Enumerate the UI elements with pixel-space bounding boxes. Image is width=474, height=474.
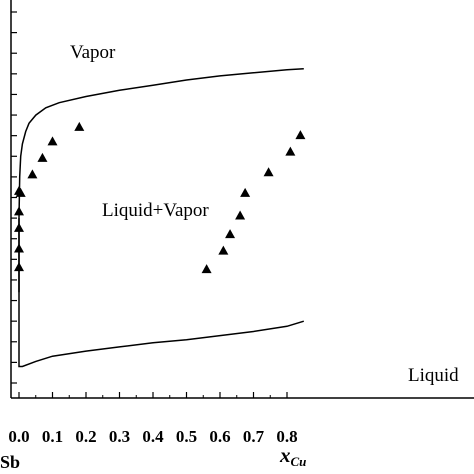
x-axis-label-main: x	[279, 443, 291, 467]
triangle-marker	[218, 245, 229, 255]
axes	[10, 0, 474, 399]
x-tick-label: 0.6	[209, 427, 230, 446]
triangle-marker	[285, 146, 296, 156]
x-ticks: 0.0 0.1 0.2 0.3 0.4 0.5 0.6 0.7 0.8	[8, 392, 298, 446]
x-tick-label: 0.3	[109, 427, 130, 446]
x-axis-label-subscript: Cu	[291, 454, 307, 469]
triangle-marker	[27, 169, 38, 179]
x-endpoint-label: Sb	[0, 452, 20, 472]
triangle-marker	[263, 167, 274, 177]
x-tick-label: 0.7	[243, 427, 265, 446]
region-label-liquid-vapor: Liquid+Vapor	[102, 200, 209, 221]
triangle-marker	[74, 121, 85, 131]
curves	[18, 67, 305, 368]
region-label-vapor: Vapor	[70, 42, 116, 63]
y-ticks	[11, 11, 17, 384]
x-tick-label: 0.0	[8, 427, 29, 446]
x-tick-label: 0.2	[75, 427, 96, 446]
triangle-marker	[14, 262, 24, 272]
region-label-liquid: Liquid	[408, 365, 459, 386]
triangle-marker	[15, 187, 26, 197]
triangle-marker	[225, 229, 236, 239]
triangle-marker	[240, 187, 251, 197]
x-tick-label: 0.1	[42, 427, 63, 446]
triangle-marker	[14, 206, 24, 216]
triangle-marker	[47, 136, 58, 146]
triangle-marker	[235, 210, 246, 220]
x-tick-label: 0.8	[276, 427, 297, 446]
triangle-marker	[14, 243, 24, 253]
markers	[14, 121, 306, 274]
x-tick-label: 0.5	[176, 427, 197, 446]
x-axis-label: xCu	[279, 443, 306, 469]
triangle-marker	[201, 264, 212, 274]
x-tick-label: 0.4	[142, 427, 164, 446]
upper-curve	[18, 67, 304, 293]
triangle-marker	[295, 130, 306, 140]
triangle-marker	[37, 152, 48, 162]
triangle-marker	[14, 222, 24, 232]
lower-curve	[18, 218, 305, 368]
